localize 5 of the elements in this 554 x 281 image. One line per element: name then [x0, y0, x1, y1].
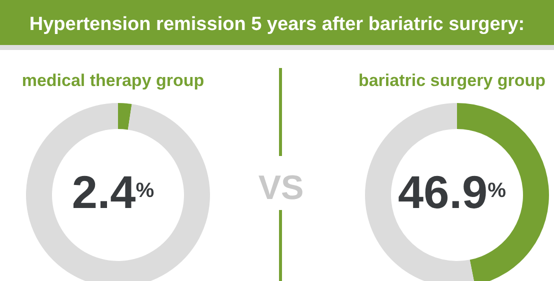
text: 2.4$^{%}$: [72, 166, 154, 218]
chart-title: bariatric surgery group: [358, 71, 546, 90]
chart-title: medical therapy group: [22, 71, 204, 90]
text: 46.9$^{%}$: [398, 166, 506, 218]
text: Hypertension remission 5 years after bariatric surgery:: [29, 14, 525, 35]
